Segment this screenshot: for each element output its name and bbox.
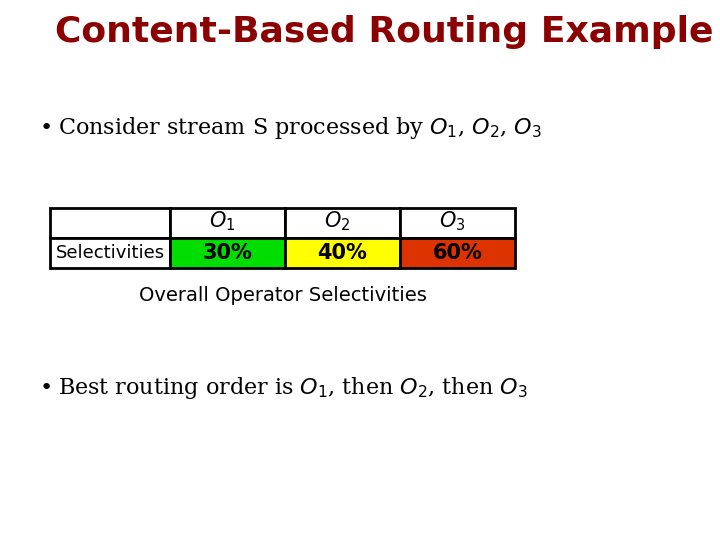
Text: Selectivities: Selectivities bbox=[55, 244, 165, 262]
Text: 5: 5 bbox=[354, 516, 366, 534]
Text: Overall Operator Selectivities: Overall Operator Selectivities bbox=[138, 286, 426, 305]
Text: 40%: 40% bbox=[318, 243, 367, 263]
Text: 30%: 30% bbox=[202, 243, 253, 263]
Text: 60%: 60% bbox=[433, 243, 482, 263]
Text: $O_3$: $O_3$ bbox=[439, 209, 466, 233]
Bar bbox=[285, 238, 400, 268]
Text: $O_2$: $O_2$ bbox=[324, 209, 351, 233]
Text: $O_1$: $O_1$ bbox=[210, 209, 235, 233]
Text: •: • bbox=[40, 378, 53, 398]
Bar bbox=[170, 238, 285, 268]
Bar bbox=[170, 208, 285, 238]
Bar bbox=[285, 208, 400, 238]
Text: Content-Based Routing Example: Content-Based Routing Example bbox=[55, 15, 714, 49]
Bar bbox=[400, 238, 515, 268]
Bar bbox=[50, 208, 170, 238]
Bar bbox=[50, 238, 170, 268]
Text: Consider stream S processed by $O_1$, $O_2$, $O_3$: Consider stream S processed by $O_1$, $O… bbox=[58, 115, 541, 141]
Bar bbox=[400, 208, 515, 238]
Text: •: • bbox=[40, 118, 53, 138]
Text: Best routing order is $O_1$, then $O_2$, then $O_3$: Best routing order is $O_1$, then $O_2$,… bbox=[58, 375, 528, 401]
